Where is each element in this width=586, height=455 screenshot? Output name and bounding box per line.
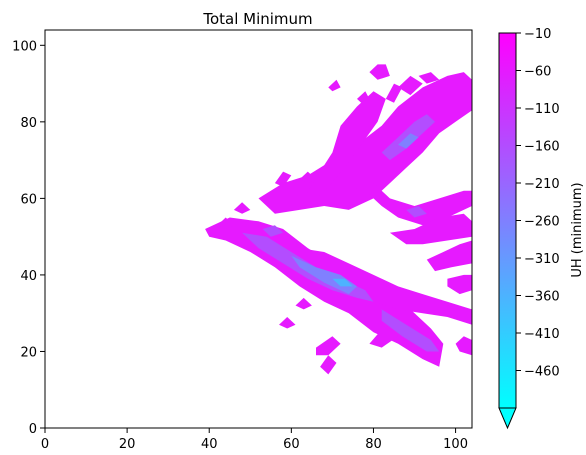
- uh-region: [455, 336, 472, 356]
- x-tick-label: 60: [283, 437, 300, 452]
- colorbar-tick-label: −260: [524, 215, 560, 230]
- uh-region: [279, 317, 296, 329]
- uh-region: [332, 278, 353, 287]
- colorbar-tick-label: −360: [524, 290, 560, 305]
- colorbar-tick-label: −210: [524, 177, 560, 192]
- colorbar-tick-label: −160: [524, 140, 560, 155]
- x-tick-label: 20: [119, 437, 136, 452]
- y-tick-label: 60: [20, 192, 37, 207]
- uh-region: [274, 171, 292, 187]
- uh-region: [447, 274, 472, 295]
- y-tick-label: 100: [12, 39, 37, 54]
- uh-region: [233, 202, 251, 214]
- uh-region: [316, 336, 341, 356]
- uh-region: [303, 91, 386, 203]
- uh-region: [406, 206, 427, 218]
- uh-region: [426, 240, 472, 272]
- x-tick-label: 40: [201, 437, 218, 452]
- colorbar-label: UH (minimum): [570, 182, 585, 277]
- x-tick-label: 80: [365, 437, 382, 452]
- colorbar-tick-label: −110: [524, 102, 560, 117]
- uh-region: [418, 72, 440, 84]
- colorbar-tick-label: −60: [524, 65, 551, 80]
- uh-region: [357, 91, 370, 103]
- uh-region: [352, 175, 370, 191]
- uh-region: [217, 217, 234, 229]
- colorbar-tick-label: −10: [524, 27, 551, 42]
- uh-region: [295, 248, 472, 325]
- chart-title: Total Minimum: [202, 10, 312, 28]
- plot-frame: [44, 29, 473, 429]
- uh-region: [369, 183, 472, 226]
- uh-region: [398, 133, 419, 149]
- uh-region: [295, 297, 312, 310]
- uh-region: [328, 79, 341, 92]
- uh-region: [385, 83, 403, 103]
- colorbar-gradient: [499, 33, 516, 408]
- colorbar-extend-triangle: [498, 407, 517, 430]
- colorbar-ticks: −10 −60 −110 −160 −210 −260 −310 −360 −410 −460: [516, 27, 560, 380]
- uh-region: [389, 213, 472, 245]
- uh-region: [369, 64, 390, 80]
- x-tick-label: 100: [443, 437, 468, 452]
- x-axis: 0 20 40 60 80 100: [41, 428, 468, 452]
- uh-region: [320, 355, 337, 375]
- x-tick-label: 0: [41, 437, 49, 452]
- uh-region: [398, 75, 423, 96]
- colorbar-tick-label: −410: [524, 327, 560, 342]
- uh-region: [381, 309, 440, 352]
- y-tick-label: 0: [29, 422, 37, 437]
- colorbar: −10 −60 −110 −160 −210 −260 −310 −360 −410 −460 U…: [498, 27, 585, 430]
- colorbar-tick-label: −310: [524, 252, 560, 267]
- uh-region: [299, 171, 316, 184]
- y-axis: 0 20 40 60 80 100: [12, 39, 45, 437]
- y-tick-label: 20: [20, 345, 37, 360]
- uh-region: [262, 225, 284, 237]
- y-tick-label: 80: [20, 116, 37, 131]
- uh-region: [369, 324, 399, 348]
- uh-field: [205, 64, 472, 375]
- colorbar-tick-label: −460: [524, 365, 560, 380]
- y-tick-label: 40: [20, 269, 37, 284]
